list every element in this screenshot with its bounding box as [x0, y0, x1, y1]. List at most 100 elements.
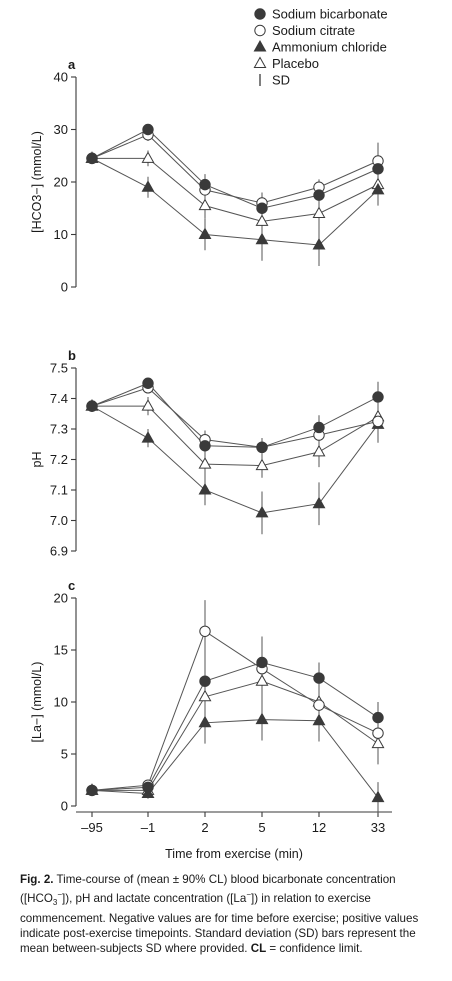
series-line: [91, 661, 379, 791]
legend-marker-open-triangle: [253, 56, 267, 68]
panel-a: 0 10 20 30 40a [HCO3−] (mmol/L): [30, 57, 385, 295]
data-point: [199, 625, 211, 637]
data-point: [372, 391, 384, 403]
series-line: [91, 134, 379, 204]
y-tick-label: 30: [54, 122, 68, 137]
data-point: [198, 689, 212, 702]
y-tick-label: 20: [54, 175, 68, 190]
panel-label: c: [68, 578, 75, 593]
legend-label: Sodium bicarbonate: [272, 7, 388, 22]
y-axis-label: [HCO3−] (mmol/L): [30, 131, 44, 233]
caption-cl-label: CL: [250, 941, 267, 955]
data-point: [198, 715, 212, 728]
panel-c: 0 5 10 15 20c [La−] (mmol/L) –95 –1 2 5 12 33 Time f…: [30, 578, 392, 861]
data-point: [141, 399, 155, 411]
series-line: [91, 157, 379, 246]
legend-item: SD: [259, 73, 290, 88]
data-point: [198, 482, 212, 495]
data-point: [141, 431, 155, 443]
panel-label: a: [68, 57, 76, 72]
data-point: [371, 790, 385, 803]
data-point: [312, 444, 326, 457]
y-tick-label: 40: [54, 70, 68, 85]
x-tick-label: –1: [141, 820, 155, 835]
caption-text-2: ]), pH and lactate concentration ([La: [61, 892, 247, 906]
y-tick-label: 15: [54, 643, 68, 658]
data-point: [371, 736, 385, 749]
caption-sup-1: −: [57, 890, 62, 900]
caption-text-3: ]) in relation to exercise commencement.…: [20, 892, 419, 955]
legend-item: Placebo: [253, 56, 319, 71]
data-point: [255, 674, 269, 686]
data-point: [313, 421, 325, 434]
data-point: [312, 237, 326, 250]
y-tick-label: 10: [54, 695, 68, 710]
caption-cl-text: = confidence limit.: [266, 941, 363, 955]
x-tick-label: 33: [371, 820, 385, 835]
x-tick-label: 5: [258, 820, 265, 835]
legend-marker-filled-circle: [254, 8, 266, 20]
y-tick-label: 7.3: [50, 422, 68, 437]
series-line: [92, 680, 379, 791]
x-tick-label: 2: [201, 820, 208, 835]
data-point: [372, 163, 384, 175]
panel-b: 6.9 7.0 7.1 7.2 7.3 7.4 7.5b pH: [30, 348, 385, 559]
data-point: [142, 781, 154, 793]
data-point: [142, 377, 154, 389]
legend-label: SD: [272, 73, 290, 88]
data-point: [255, 458, 269, 471]
data-point: [313, 189, 325, 201]
y-tick-label: 5: [61, 747, 68, 762]
panel-label: b: [68, 348, 76, 363]
data-point: [372, 711, 384, 724]
data-point: [86, 784, 98, 797]
legend-label: Sodium citrate: [272, 23, 355, 38]
legend-item: Ammonium chloride: [253, 40, 387, 55]
series-line: [92, 157, 379, 222]
legend-label: Placebo: [272, 56, 319, 71]
data-point: [372, 727, 384, 739]
series-line: [91, 387, 379, 448]
legend-label: Ammonium chloride: [272, 40, 387, 55]
caption-text-1: Time-course of (mean ± 90% CL) blood bic…: [20, 873, 396, 906]
data-point: [199, 178, 211, 191]
data-point: [198, 457, 212, 469]
series-line: [91, 382, 379, 448]
data-point: [141, 180, 155, 192]
data-point: [255, 214, 269, 226]
y-tick-label: 7.2: [50, 452, 68, 467]
data-point: [312, 496, 326, 509]
series-line: [91, 719, 379, 798]
y-tick-label: 0: [61, 799, 68, 814]
data-point: [86, 400, 98, 412]
series-line: [91, 128, 379, 209]
caption-sub-1: 3: [52, 898, 58, 908]
series-line: [91, 405, 379, 514]
y-tick-label: 7.0: [50, 513, 68, 528]
caption-sup-2: −: [246, 890, 251, 900]
y-axis-label: [La−] (mmol/L): [30, 662, 44, 743]
y-tick-label: 7.5: [50, 361, 68, 376]
x-axis-label: Time from exercise (min): [165, 847, 303, 861]
data-point: [312, 713, 326, 726]
caption-fig-label: Fig. 2.: [20, 873, 54, 886]
data-point: [255, 505, 269, 518]
data-point: [255, 712, 269, 725]
data-point: [372, 415, 384, 428]
y-tick-label: 7.4: [50, 391, 68, 406]
y-tick-label: 20: [54, 591, 68, 606]
data-point: [256, 441, 268, 453]
data-point: [199, 675, 211, 687]
data-point: [141, 151, 155, 163]
y-tick-label: 0: [61, 280, 68, 295]
data-point: [313, 672, 325, 684]
data-point: [86, 152, 98, 165]
data-point: [198, 198, 212, 211]
data-point: [199, 440, 211, 452]
data-point: [255, 232, 269, 245]
data-point: [256, 202, 268, 214]
y-axis-label: pH: [30, 452, 44, 468]
